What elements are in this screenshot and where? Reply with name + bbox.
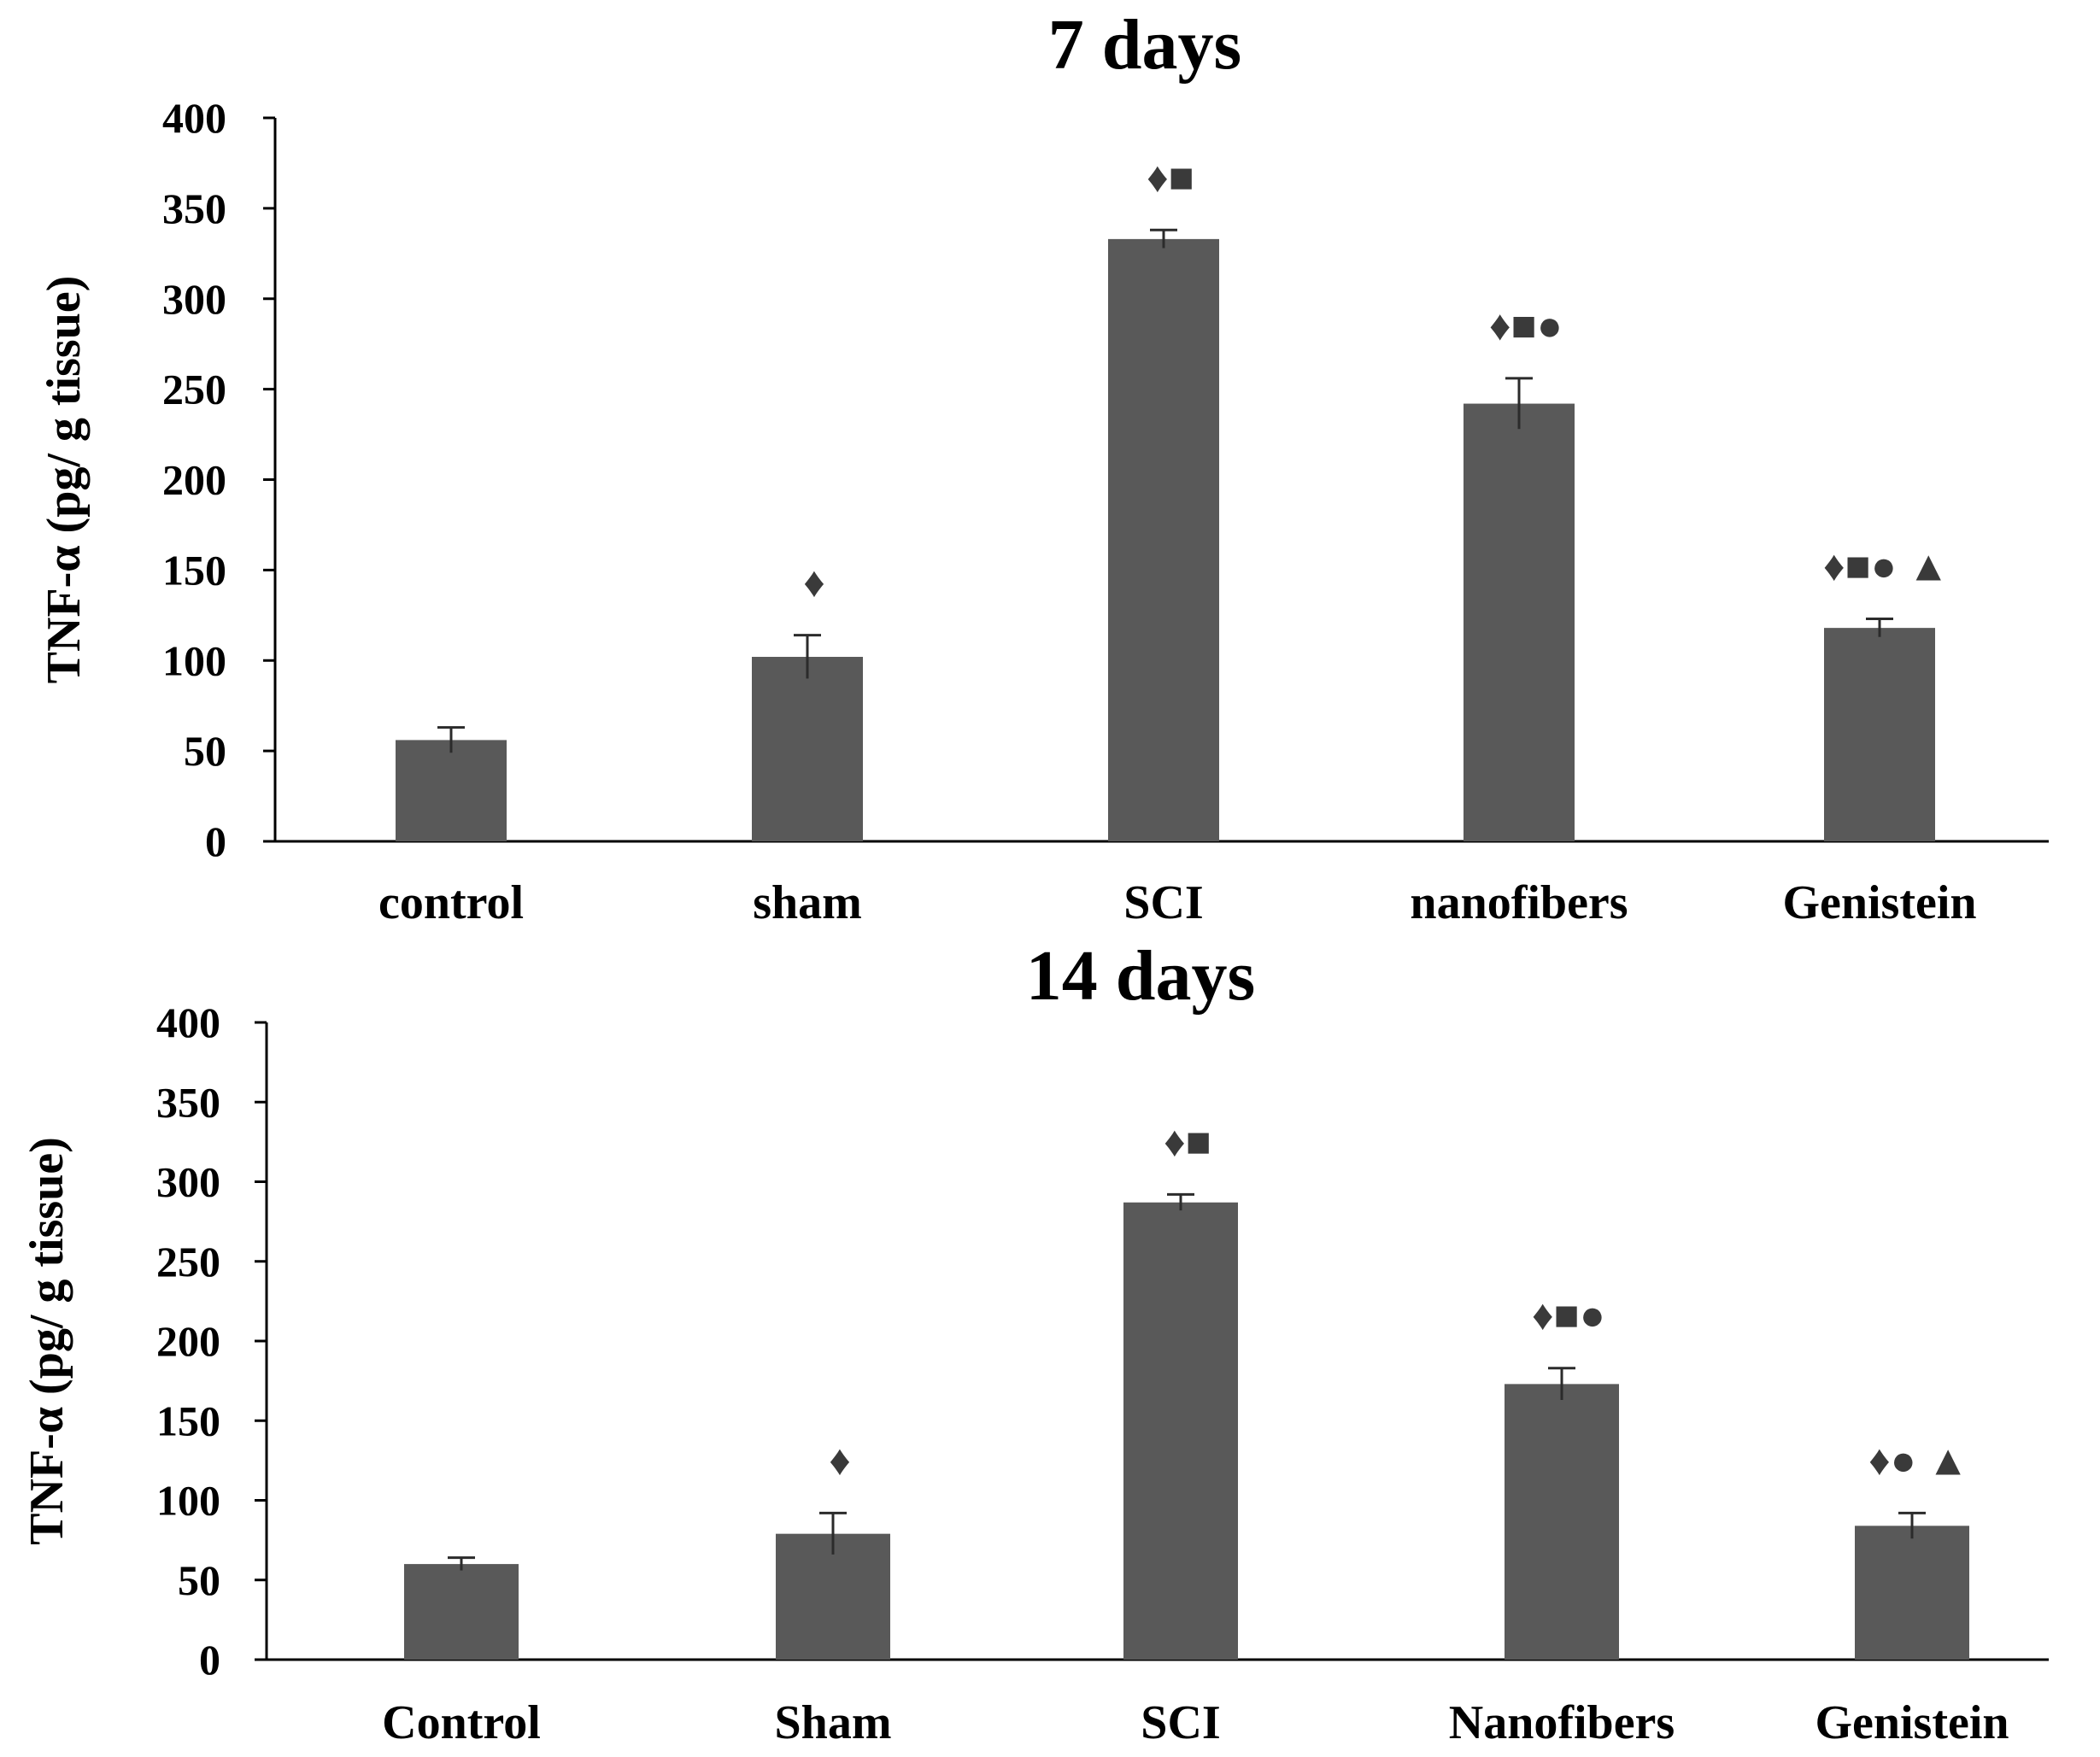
significance-marker: ♦ [803,559,825,606]
y-tick-label: 150 [156,1397,220,1444]
category-label: SCI [1141,1696,1220,1749]
y-tick-label: 400 [156,999,220,1046]
significance-marker: ♦■ [1147,153,1194,201]
y-tick-label: 250 [162,366,226,413]
category-label: sham [753,876,862,929]
y-tick-label: 200 [162,456,226,504]
chart-title: 7 days [1048,5,1241,85]
y-tick-label: 150 [162,546,226,594]
category-label: SCI [1123,876,1203,929]
y-tick-label: 350 [162,184,226,232]
y-tick-label: 400 [162,94,226,142]
bar-nanofibers [1464,403,1575,841]
y-tick-label: 0 [199,1636,220,1684]
category-label: Sham [775,1696,892,1749]
y-tick-label: 50 [184,727,226,775]
y-axis-label: TNF-α (pg/ g tissue) [21,1137,73,1545]
bar-control [404,1564,519,1660]
bar-genistein [1824,628,1935,841]
category-label: nanofibers [1410,876,1628,929]
significance-marker: ♦● ▲ [1868,1436,1969,1484]
y-tick-label: 200 [156,1317,220,1365]
bar-genistein [1855,1526,1969,1660]
y-tick-label: 100 [156,1477,220,1525]
y-tick-label: 350 [156,1078,220,1126]
y-tick-label: 0 [205,817,226,865]
category-label: Control [382,1696,541,1749]
bar-nanofibers [1505,1384,1619,1660]
y-tick-label: 300 [162,275,226,323]
significance-marker: ♦ [829,1436,851,1484]
y-tick-label: 300 [156,1158,220,1206]
bar-sham [776,1533,890,1660]
chart-2: 14 days TNF-α (pg/ g tissue) 0 50 100 150 200 2… [21,936,2049,1749]
significance-marker: ♦■ [1164,1117,1211,1165]
y-axis-label: TNF-α (pg/ g tissue) [38,276,91,684]
bar-control [396,740,507,841]
y-tick-label: 250 [156,1238,220,1286]
category-label: Genistein [1782,876,1976,929]
category-label: control [378,876,524,929]
bar-sci [1123,1202,1238,1660]
significance-marker: ♦■● [1489,302,1563,349]
category-label: Genistein [1815,1696,2009,1749]
significance-marker: ♦■● ▲ [1823,542,1950,590]
chart-title: 14 days [1026,936,1255,1016]
chart-1: 7 days TNF-α (pg/ g tissue) 0 50 100 150 200 25… [38,5,2049,929]
y-tick-label: 100 [162,636,226,684]
bar-sham [752,657,863,841]
y-tick-label: 50 [178,1556,220,1604]
category-label: Nanofibers [1449,1696,1675,1749]
significance-marker: ♦■● [1532,1291,1605,1339]
bar-sci [1108,238,1219,841]
